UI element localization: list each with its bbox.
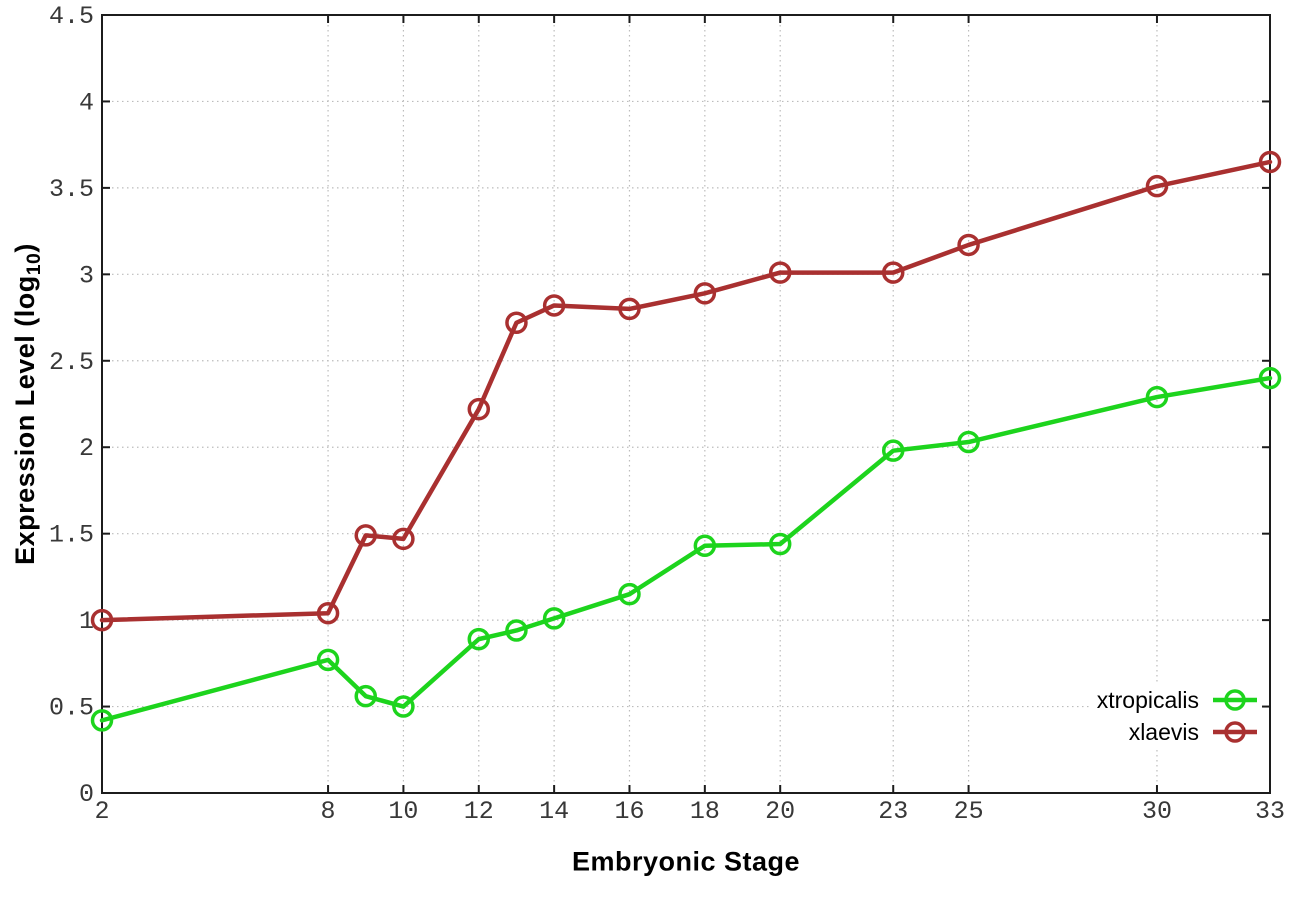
data-point-marker-xtropicalis	[1258, 366, 1282, 390]
y-tick-label: 3	[79, 261, 94, 290]
data-point-marker-xtropicalis	[693, 534, 717, 558]
legend-item-xlaevis: xlaevis	[1129, 717, 1259, 747]
y-tick-label: 0	[79, 780, 94, 809]
data-point-marker-xtropicalis	[618, 582, 641, 606]
data-point-marker-xlaevis	[354, 524, 377, 547]
legend: xtropicalis xlaevis	[1088, 685, 1259, 747]
series-line-xlaevis	[99, 159, 1273, 623]
y-tick-label: 4	[79, 88, 94, 117]
x-tick-label: 2	[94, 797, 109, 826]
data-point-marker-xlaevis	[90, 608, 114, 632]
legend-label-xtropicalis: xtropicalis	[1096, 686, 1199, 713]
x-tick-label: 23	[878, 797, 908, 826]
y-axis-title-suffix: )	[9, 243, 40, 253]
data-point-marker-xlaevis	[957, 233, 980, 257]
y-axis-title-text: Expression Level (log	[9, 275, 40, 565]
y-axis-title: Expression Level (log10)	[10, 243, 46, 565]
data-point-marker-xtropicalis	[467, 627, 491, 651]
data-point-marker-xlaevis	[505, 311, 528, 334]
data-point-marker-xlaevis	[467, 397, 491, 421]
legend-line-marker-icon	[1213, 721, 1257, 743]
data-point-marker-xtropicalis	[881, 439, 905, 462]
x-tick-label: 10	[388, 797, 418, 826]
x-tick-label: 20	[765, 797, 795, 826]
data-point-marker-xtropicalis	[768, 532, 792, 556]
x-tick-label: 12	[464, 797, 494, 826]
legend-item-xtropicalis: xtropicalis	[1097, 685, 1259, 715]
data-point-marker-xlaevis	[392, 527, 415, 551]
data-point-marker-xlaevis	[1258, 150, 1282, 174]
legend-label-xlaevis: xlaevis	[1128, 718, 1199, 745]
data-point-marker-xlaevis	[542, 294, 566, 317]
x-tick-label: 18	[690, 797, 720, 826]
y-axis-title-subscript: 10	[23, 252, 46, 276]
y-tick-label: 2	[79, 434, 94, 463]
x-tick-label: 8	[321, 797, 336, 826]
data-point-marker-xlaevis	[1145, 174, 1169, 198]
y-tick-label: 4.5	[49, 2, 94, 31]
data-point-marker-xtropicalis	[1145, 385, 1169, 409]
x-tick-label: 33	[1255, 797, 1285, 826]
x-axis-title: Embryonic Stage	[571, 846, 801, 877]
plot-border	[101, 14, 1271, 794]
x-tick-label: 16	[614, 797, 644, 826]
legend-line-marker-icon	[1213, 689, 1257, 711]
data-point-marker-xlaevis	[881, 261, 905, 284]
y-tick-label: 1.5	[49, 521, 94, 550]
y-tick-label: 1	[79, 607, 94, 636]
data-point-marker-xtropicalis	[90, 709, 114, 732]
data-point-marker-xlaevis	[768, 261, 792, 284]
data-point-marker-xtropicalis	[542, 607, 566, 630]
x-tick-label: 30	[1142, 797, 1172, 826]
data-point-marker-xtropicalis	[505, 619, 528, 642]
data-point-marker-xlaevis	[316, 601, 340, 625]
data-point-marker-xlaevis	[693, 282, 717, 305]
y-tick-label: 0.5	[49, 694, 94, 723]
x-tick-label: 14	[539, 797, 569, 826]
data-point-marker-xtropicalis	[957, 430, 980, 454]
data-point-marker-xlaevis	[618, 297, 641, 321]
series-line-xtropicalis	[99, 375, 1273, 723]
data-point-marker-xtropicalis	[316, 648, 340, 672]
y-tick-label: 3.5	[49, 175, 94, 204]
data-point-marker-xtropicalis	[392, 695, 415, 718]
x-tick-label: 25	[954, 797, 984, 826]
data-point-marker-xtropicalis	[354, 684, 377, 708]
y-tick-label: 2.5	[49, 348, 94, 377]
